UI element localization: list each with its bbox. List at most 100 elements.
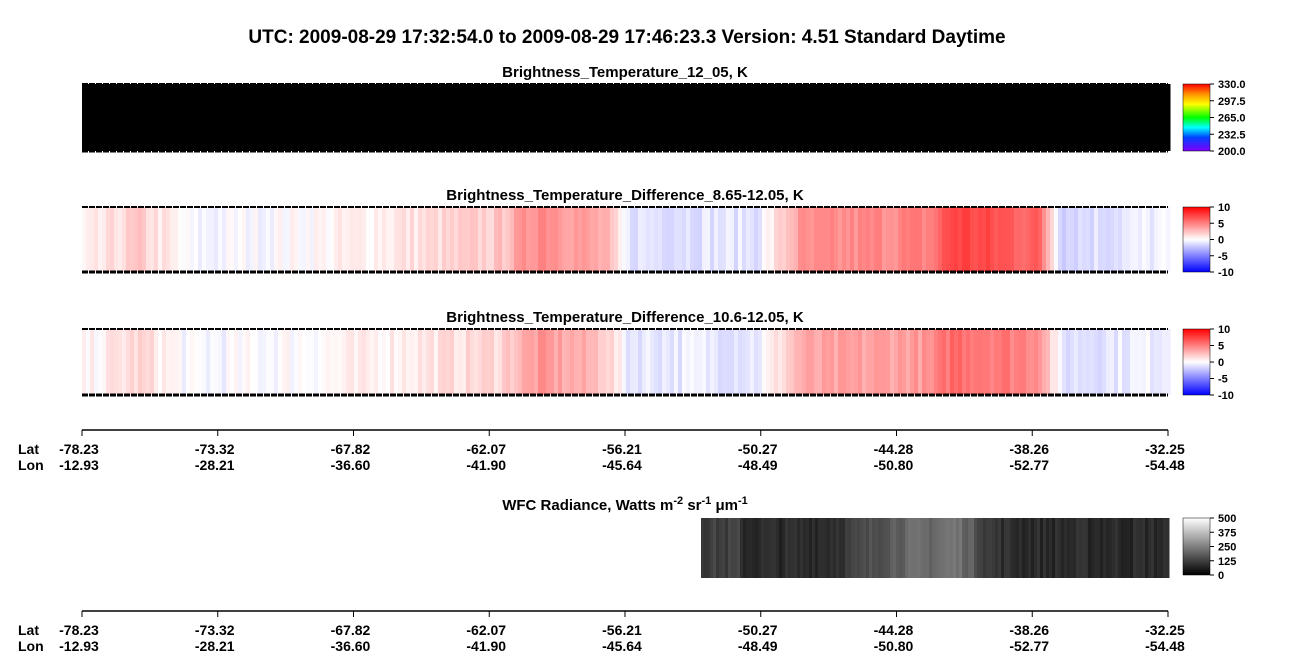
image-column (502, 329, 507, 395)
image-column (698, 84, 703, 151)
colorbar-label: 125 (1218, 556, 1236, 568)
image-column (1150, 329, 1155, 395)
image-column (146, 207, 151, 272)
image-column (1110, 84, 1115, 151)
image-column (342, 329, 347, 395)
wfc-column (794, 518, 798, 578)
lon-label: -45.64 (602, 638, 642, 654)
image-column (1118, 84, 1123, 151)
image-column (238, 207, 243, 272)
image-column (1018, 84, 1023, 151)
image-column (406, 84, 411, 151)
image-column (122, 207, 127, 272)
colorbar-label: -10 (1218, 390, 1234, 402)
image-column (654, 207, 659, 272)
wfc-column (704, 518, 708, 578)
image-column (570, 207, 575, 272)
image-column (1114, 84, 1119, 151)
image-column (754, 329, 759, 395)
wfc-column (1115, 518, 1119, 578)
image-column (934, 84, 939, 151)
image-column (878, 329, 883, 395)
image-column (894, 207, 899, 272)
wfc-column (779, 518, 783, 578)
image-column (286, 207, 291, 272)
image-column (798, 207, 803, 272)
image-column (1042, 84, 1047, 151)
image-column (310, 329, 315, 395)
image-column (346, 207, 351, 272)
image-column (1106, 207, 1111, 272)
wfc-column (797, 518, 801, 578)
image-column (982, 207, 987, 272)
image-column (162, 329, 167, 395)
image-column (410, 207, 415, 272)
image-column (266, 207, 271, 272)
image-column (558, 84, 563, 151)
image-column (854, 329, 859, 395)
image-column (450, 84, 455, 151)
image-column (214, 84, 219, 151)
image-column (138, 207, 143, 272)
image-column (238, 84, 243, 151)
image-column (1066, 207, 1071, 272)
image-column (714, 329, 719, 395)
image-column (110, 207, 115, 272)
image-column (514, 207, 519, 272)
image-column (446, 207, 451, 272)
image-column (1166, 84, 1171, 151)
wfc-column (716, 518, 720, 578)
image-column (1130, 84, 1135, 151)
image-column (1058, 207, 1063, 272)
wfc-column (971, 518, 975, 578)
image-column (1002, 207, 1007, 272)
image-column (746, 329, 751, 395)
image-column (994, 84, 999, 151)
image-column (262, 329, 267, 395)
image-column (822, 207, 827, 272)
image-column (490, 84, 495, 151)
lat-label: -56.21 (602, 622, 642, 638)
image-column (802, 207, 807, 272)
lon-label: -54.48 (1145, 457, 1185, 473)
image-column (138, 84, 143, 151)
image-column (230, 329, 235, 395)
image-column (258, 207, 263, 272)
image-column (866, 84, 871, 151)
image-column (662, 207, 667, 272)
image-column (410, 84, 415, 151)
image-column (98, 84, 103, 151)
image-column (130, 329, 135, 395)
lon-label: -28.21 (195, 457, 235, 473)
image-column (594, 207, 599, 272)
wfc-column (752, 518, 756, 578)
image-column (1150, 84, 1155, 151)
lon-label: -41.90 (466, 457, 506, 473)
image-column (346, 329, 351, 395)
wfc-column (935, 518, 939, 578)
wfc-column (1157, 518, 1161, 578)
wfc-column (1028, 518, 1032, 578)
wfc-column (824, 518, 828, 578)
image-column (738, 207, 743, 272)
image-column (578, 329, 583, 395)
wfc-column (1094, 518, 1098, 578)
image-column (858, 207, 863, 272)
image-column (94, 84, 99, 151)
image-column (1118, 207, 1123, 272)
wfc-column (1091, 518, 1095, 578)
wfc-column (791, 518, 795, 578)
image-column (922, 329, 927, 395)
wfc-column (728, 518, 732, 578)
image-column (126, 329, 131, 395)
wfc-column (929, 518, 933, 578)
image-column (154, 329, 159, 395)
image-column (946, 329, 951, 395)
image-column (726, 84, 731, 151)
image-column (710, 84, 715, 151)
wfc-column (998, 518, 1002, 578)
image-column (1074, 84, 1079, 151)
image-column (926, 84, 931, 151)
image-column (1002, 84, 1007, 151)
wfc-column (893, 518, 897, 578)
